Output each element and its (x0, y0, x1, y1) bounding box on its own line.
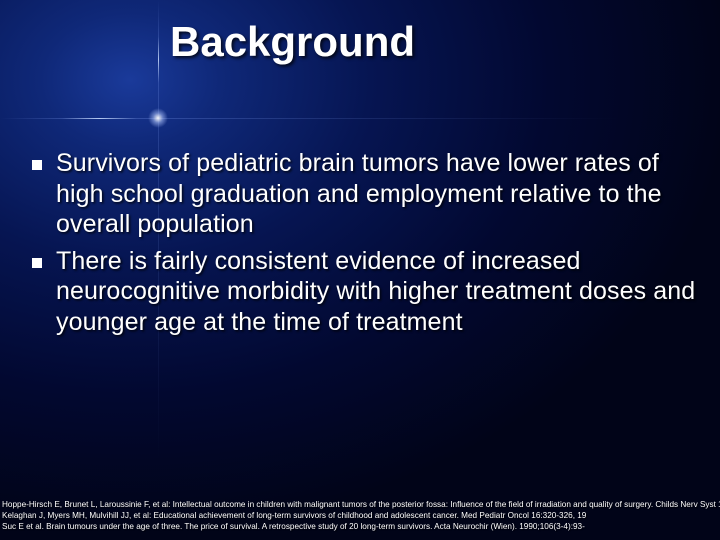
bullet-item: Survivors of pediatric brain tumors have… (30, 148, 710, 240)
slide-title: Background (170, 18, 415, 66)
reference-line: Kelaghan J, Myers MH, Mulvihill JJ, et a… (2, 510, 720, 521)
square-bullet-icon (32, 258, 42, 268)
lens-flare-core (148, 108, 168, 128)
bullet-item: There is fairly consistent evidence of i… (30, 246, 710, 338)
reference-line: Suc E et al. Brain tumours under the age… (2, 521, 720, 532)
bullet-text: Survivors of pediatric brain tumors have… (56, 148, 710, 240)
bullet-text: There is fairly consistent evidence of i… (56, 246, 710, 338)
slide: Background Survivors of pediatric brain … (0, 0, 720, 540)
references-block: Hoppe-Hirsch E, Brunet L, Laroussinie F,… (2, 499, 720, 532)
slide-body: Survivors of pediatric brain tumors have… (30, 148, 710, 343)
reference-line: Hoppe-Hirsch E, Brunet L, Laroussinie F,… (2, 499, 720, 510)
square-bullet-icon (32, 160, 42, 170)
